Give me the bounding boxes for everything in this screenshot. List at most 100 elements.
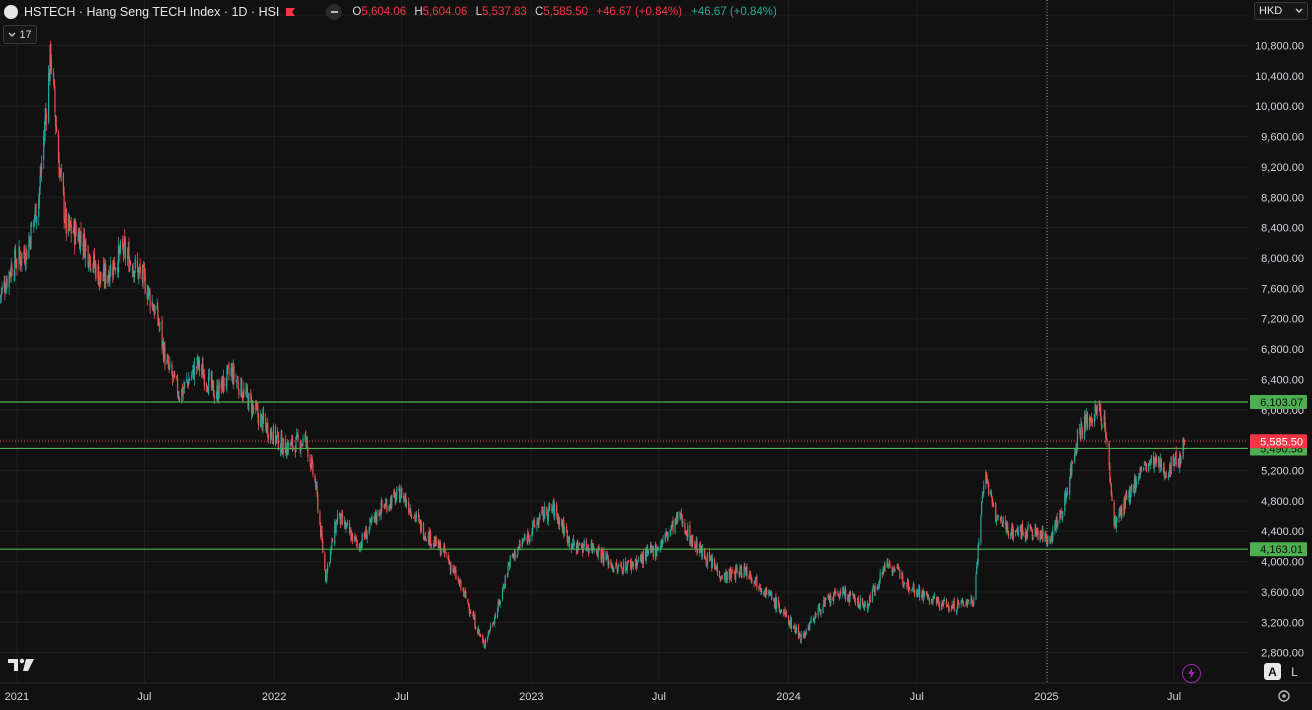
candle-body bbox=[442, 548, 444, 552]
candle-body bbox=[1116, 518, 1118, 522]
candle-body bbox=[1076, 429, 1079, 450]
candle-body bbox=[799, 638, 802, 641]
candle-body bbox=[260, 413, 263, 415]
lightning-icon[interactable] bbox=[1182, 664, 1201, 683]
candle-body bbox=[1069, 467, 1072, 479]
candle-body bbox=[482, 635, 484, 642]
candle-body bbox=[587, 547, 590, 553]
candle-body bbox=[366, 533, 368, 539]
candle-body bbox=[343, 521, 346, 525]
auto-scale-button[interactable]: A bbox=[1264, 663, 1281, 680]
candle-body bbox=[735, 567, 737, 570]
candle-body bbox=[1148, 462, 1150, 465]
candle-body bbox=[532, 522, 534, 531]
candle-body bbox=[654, 543, 656, 557]
candle-body bbox=[1162, 467, 1165, 473]
y-tick-label: 8,400.00 bbox=[1261, 223, 1304, 235]
candle-body bbox=[971, 598, 973, 604]
candle-body bbox=[63, 192, 65, 220]
candle-body bbox=[79, 232, 81, 250]
candle-body bbox=[335, 521, 337, 533]
candle-body bbox=[40, 163, 43, 172]
candle-body bbox=[527, 532, 529, 542]
candle-body bbox=[765, 589, 767, 595]
candle-body bbox=[232, 366, 234, 384]
candle-body bbox=[833, 592, 835, 602]
flag-icon[interactable] bbox=[285, 7, 296, 18]
candle-body bbox=[491, 624, 494, 626]
candle-body bbox=[102, 265, 105, 279]
candle-body bbox=[695, 540, 697, 548]
symbol-title[interactable]: HSTECH · Hang Seng TECH Index · 1D · HSI bbox=[24, 5, 280, 19]
candle-body bbox=[621, 567, 623, 574]
candle-body bbox=[670, 528, 672, 532]
candle-body bbox=[724, 572, 726, 574]
candle-body bbox=[699, 543, 702, 552]
candle-body bbox=[899, 569, 901, 579]
candle-body bbox=[275, 436, 277, 442]
candle-body bbox=[745, 566, 747, 573]
candle-body bbox=[393, 491, 395, 497]
candle-body bbox=[484, 644, 486, 648]
candle-body bbox=[439, 542, 441, 548]
candle-body bbox=[414, 514, 416, 520]
candle-body bbox=[942, 599, 945, 605]
log-scale-button[interactable]: L bbox=[1291, 664, 1298, 679]
candle-body bbox=[1149, 463, 1151, 464]
candle-body bbox=[319, 512, 321, 525]
candle-body bbox=[991, 496, 993, 503]
candle-body bbox=[556, 504, 558, 515]
candle-body bbox=[73, 220, 75, 234]
currency-selector[interactable]: HKD bbox=[1254, 2, 1308, 20]
candle-body bbox=[433, 539, 435, 546]
candle-body bbox=[780, 609, 783, 613]
candle-body bbox=[1086, 412, 1088, 429]
candle-body bbox=[828, 596, 830, 600]
open-value: 5,604.06 bbox=[361, 6, 407, 18]
candle-body bbox=[502, 587, 504, 589]
candle-body bbox=[371, 517, 373, 521]
candle-body bbox=[181, 386, 184, 395]
candle-body bbox=[192, 365, 194, 370]
candle-body bbox=[1170, 456, 1172, 475]
candle-body bbox=[716, 567, 718, 569]
candle-body bbox=[650, 544, 652, 550]
candle-body bbox=[114, 268, 116, 270]
candle-body bbox=[680, 512, 683, 518]
candle-body bbox=[317, 494, 319, 512]
more-options-icon[interactable] bbox=[326, 4, 343, 20]
candle-body bbox=[769, 593, 771, 595]
candle-body bbox=[824, 600, 826, 606]
candle-body bbox=[1128, 490, 1130, 498]
candle-body bbox=[568, 536, 570, 545]
candle-body bbox=[114, 267, 117, 270]
candle-body bbox=[385, 501, 387, 503]
candle-body bbox=[995, 520, 998, 522]
tradingview-logo-icon[interactable] bbox=[8, 657, 36, 673]
candle-body bbox=[596, 553, 599, 557]
candle-body bbox=[817, 608, 819, 615]
candle-body bbox=[400, 488, 402, 497]
candle-body bbox=[351, 532, 353, 542]
symbol-circle-icon[interactable] bbox=[4, 5, 18, 19]
candle-body bbox=[198, 356, 200, 365]
candle-body bbox=[903, 581, 905, 586]
indicators-toggle-button[interactable]: 17 bbox=[3, 25, 37, 44]
candle-body bbox=[45, 112, 47, 117]
candle-body bbox=[85, 244, 87, 246]
candle-body bbox=[837, 593, 840, 597]
candle-body bbox=[391, 495, 393, 507]
candle-body bbox=[334, 522, 336, 544]
candle-body bbox=[272, 441, 274, 444]
candle-body bbox=[798, 632, 800, 636]
high-label: H bbox=[414, 6, 423, 18]
candle-body bbox=[225, 384, 227, 386]
candle-body bbox=[236, 380, 239, 382]
gear-icon[interactable] bbox=[1277, 689, 1291, 703]
candle-body bbox=[3, 280, 5, 289]
candle-body bbox=[847, 597, 849, 601]
candle-body bbox=[532, 520, 535, 524]
candle-body bbox=[669, 530, 671, 534]
